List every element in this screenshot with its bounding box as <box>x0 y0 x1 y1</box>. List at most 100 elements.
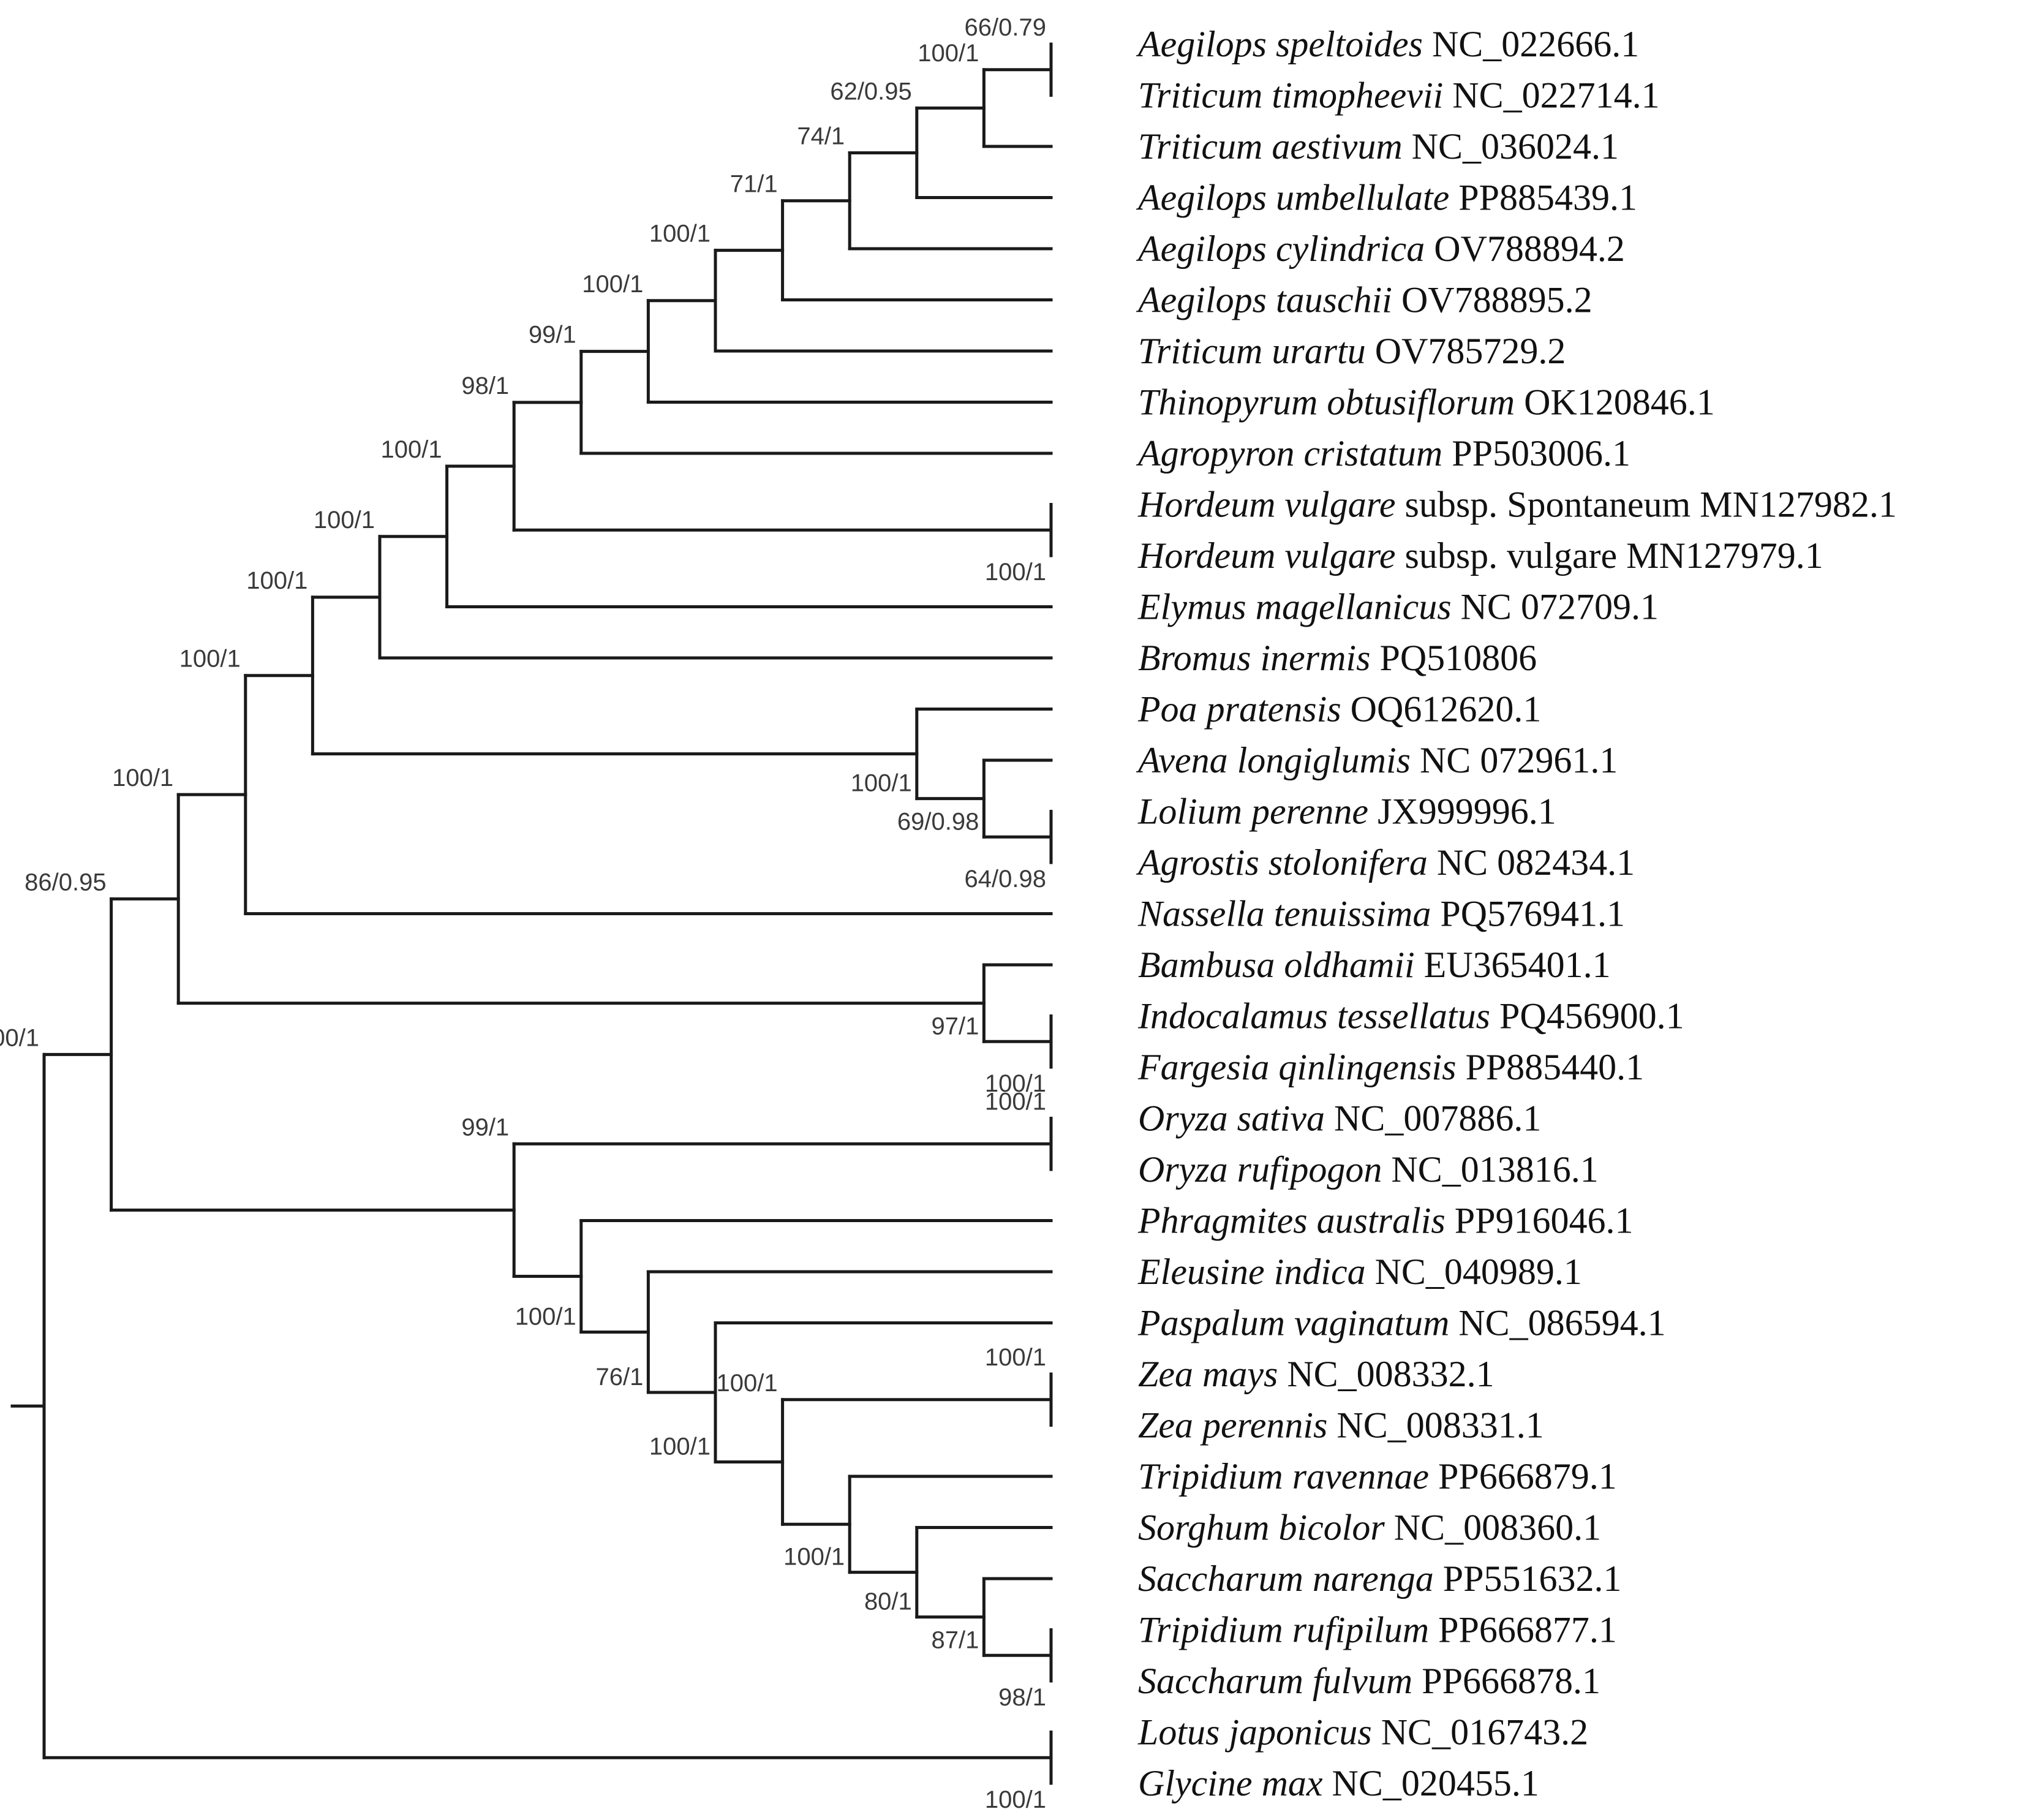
taxon-label: Elymus magellanicus NC 072709.1 <box>1137 587 1659 627</box>
support-value-N5: 71/1 <box>730 171 778 198</box>
support-value-N25: 80/1 <box>864 1588 912 1615</box>
accession-number: NC 072709.1 <box>1452 587 1659 627</box>
tree-branches <box>10 42 1053 1785</box>
species-name: Avena longiglumis <box>1136 740 1411 780</box>
support-value-N27: 100/1 <box>716 1370 777 1397</box>
taxon-label: Triticum aestivum NC_036024.1 <box>1138 126 1619 167</box>
species-name: Aegilops tauschii <box>1136 280 1392 320</box>
support-value-N11: 100/1 <box>380 436 442 463</box>
species-name: Eleusine indica <box>1137 1252 1366 1292</box>
species-name: Poa pratensis <box>1137 689 1341 730</box>
support-value-N2: 100/1 <box>918 40 979 67</box>
support-value-N30: 100/1 <box>515 1304 576 1331</box>
accession-number: NC_016743.2 <box>1372 1712 1588 1753</box>
support-value-N13: 64/0.98 <box>965 866 1046 893</box>
species-name: Zea perennis <box>1138 1405 1327 1446</box>
support-value-N1: 66/0.79 <box>965 14 1046 41</box>
accession-number: MN127982.1 <box>1691 485 1897 525</box>
species-name: Saccharum fulvum <box>1138 1661 1412 1701</box>
taxon-label: Agrostis stolonifera NC 082434.1 <box>1136 842 1635 883</box>
accession-number: NC_036024.1 <box>1403 126 1619 167</box>
species-name: Triticum timopheevii <box>1138 75 1443 116</box>
support-value-N16: 100/1 <box>246 567 307 594</box>
species-name: Glycine max <box>1138 1763 1323 1803</box>
accession-number: NC_008331.1 <box>1327 1405 1544 1446</box>
taxon-label: Saccharum narenga PP551632.1 <box>1138 1558 1621 1599</box>
support-value-N15: 100/1 <box>851 770 912 797</box>
species-name: Triticum urartu <box>1138 331 1366 371</box>
support-value-root: 100/1 <box>0 1024 39 1051</box>
taxon-label: Fargesia qinlingensis PP885440.1 <box>1137 1047 1644 1087</box>
accession-number: PP551632.1 <box>1434 1558 1622 1599</box>
support-value-N12: 100/1 <box>314 507 375 534</box>
accession-number: OV788894.2 <box>1425 228 1625 269</box>
support-value-N9: 100/1 <box>985 559 1046 586</box>
accession-number: OV788895.2 <box>1392 280 1593 320</box>
taxon-label: Hordeum vulgare subsp. Spontaneum MN1279… <box>1137 485 1897 525</box>
species-name: Aegilops umbellulate <box>1136 178 1449 218</box>
taxon-label: Phragmites australis PP916046.1 <box>1137 1201 1633 1241</box>
accession-number: NC_008332.1 <box>1278 1354 1494 1394</box>
accession-number: NC_086594.1 <box>1449 1303 1665 1343</box>
accession-number: PP885439.1 <box>1449 178 1637 218</box>
taxon-label: Oryza rufipogon NC_013816.1 <box>1138 1149 1599 1190</box>
species-name: Lotus japonicus <box>1137 1712 1372 1753</box>
support-value-N21: 100/1 <box>985 1089 1046 1116</box>
accession-number: OQ612620.1 <box>1341 689 1542 730</box>
taxon-label: Saccharum fulvum PP666878.1 <box>1138 1661 1600 1701</box>
support-value-N8: 99/1 <box>529 322 576 349</box>
taxon-labels: Aegilops speltoides NC_022666.1 Triticum … <box>1136 24 1897 1803</box>
accession-number: OK120846.1 <box>1515 382 1715 423</box>
accession-number: NC_040989.1 <box>1366 1252 1582 1292</box>
support-value-N33: 100/1 <box>985 1786 1046 1813</box>
species-name: Agropyron cristatum <box>1136 433 1442 474</box>
accession-number: NC_022666.1 <box>1423 24 1639 64</box>
species-name: Tripidium rufipilum <box>1138 1610 1429 1650</box>
support-value-N10: 98/1 <box>461 372 509 399</box>
taxon-label: Triticum urartu OV785729.2 <box>1138 331 1566 371</box>
accession-number: NC_020455.1 <box>1323 1763 1539 1803</box>
support-value-N14: 69/0.98 <box>897 808 979 835</box>
species-name: Zea mays <box>1138 1354 1278 1394</box>
species-name: Tripidium ravennae <box>1138 1456 1429 1497</box>
taxon-label: Bambusa oldhamii EU365401.1 <box>1138 945 1611 985</box>
accession-number: PP885440.1 <box>1456 1047 1644 1087</box>
accession-number: PQ576941.1 <box>1431 894 1625 934</box>
taxon-label: Tripidium ravennae PP666879.1 <box>1138 1456 1617 1497</box>
accession-number: NC_008360.1 <box>1385 1508 1601 1548</box>
species-name: Paspalum vaginatum <box>1137 1303 1449 1343</box>
species-name: Thinopyrum obtusiflorum <box>1138 382 1515 423</box>
support-value-N28: 100/1 <box>649 1433 711 1460</box>
accession-number: NC 072961.1 <box>1411 740 1618 780</box>
support-value-N4: 74/1 <box>797 123 845 149</box>
taxon-label: Nassella tenuissima PQ576941.1 <box>1137 894 1625 934</box>
species-name: Fargesia qinlingensis <box>1137 1047 1456 1087</box>
species-name: Bromus inermis <box>1138 638 1370 678</box>
species-name: Oryza sativa <box>1138 1098 1325 1139</box>
taxon-label: Aegilops umbellulate PP885439.1 <box>1136 178 1637 218</box>
support-value-N23: 98/1 <box>998 1684 1046 1711</box>
accession-number: NC_007886.1 <box>1325 1098 1541 1139</box>
accession-number: PQ510806 <box>1370 638 1537 678</box>
accession-number: NC_013816.1 <box>1382 1149 1598 1190</box>
support-value-N26: 100/1 <box>783 1544 845 1571</box>
species-name: Agrostis stolonifera <box>1136 842 1428 883</box>
support-value-N31: 99/1 <box>461 1114 509 1141</box>
accession-number: PQ456900.1 <box>1490 996 1684 1036</box>
support-value-N20: 100/1 <box>112 765 173 791</box>
support-value-N18: 100/1 <box>985 1070 1046 1097</box>
taxon-label: Aegilops cylindrica OV788894.2 <box>1136 228 1625 269</box>
support-value-N32: 86/0.95 <box>25 869 106 896</box>
support-value-N29: 76/1 <box>596 1364 644 1391</box>
subspecies-qualifier: subsp. Spontaneum <box>1395 485 1691 525</box>
species-name: Saccharum narenga <box>1138 1558 1434 1599</box>
accession-number: NC_022714.1 <box>1443 75 1659 116</box>
subspecies-qualifier: subsp. vulgare <box>1395 535 1617 576</box>
taxon-label: Triticum timopheevii NC_022714.1 <box>1138 75 1660 116</box>
accession-number: OV785729.2 <box>1366 331 1566 371</box>
species-name: Phragmites australis <box>1137 1201 1446 1241</box>
taxon-label: Sorghum bicolor NC_008360.1 <box>1138 1508 1601 1548</box>
taxon-label: Zea mays NC_008332.1 <box>1138 1354 1495 1394</box>
taxon-label: Bromus inermis PQ510806 <box>1138 638 1537 678</box>
